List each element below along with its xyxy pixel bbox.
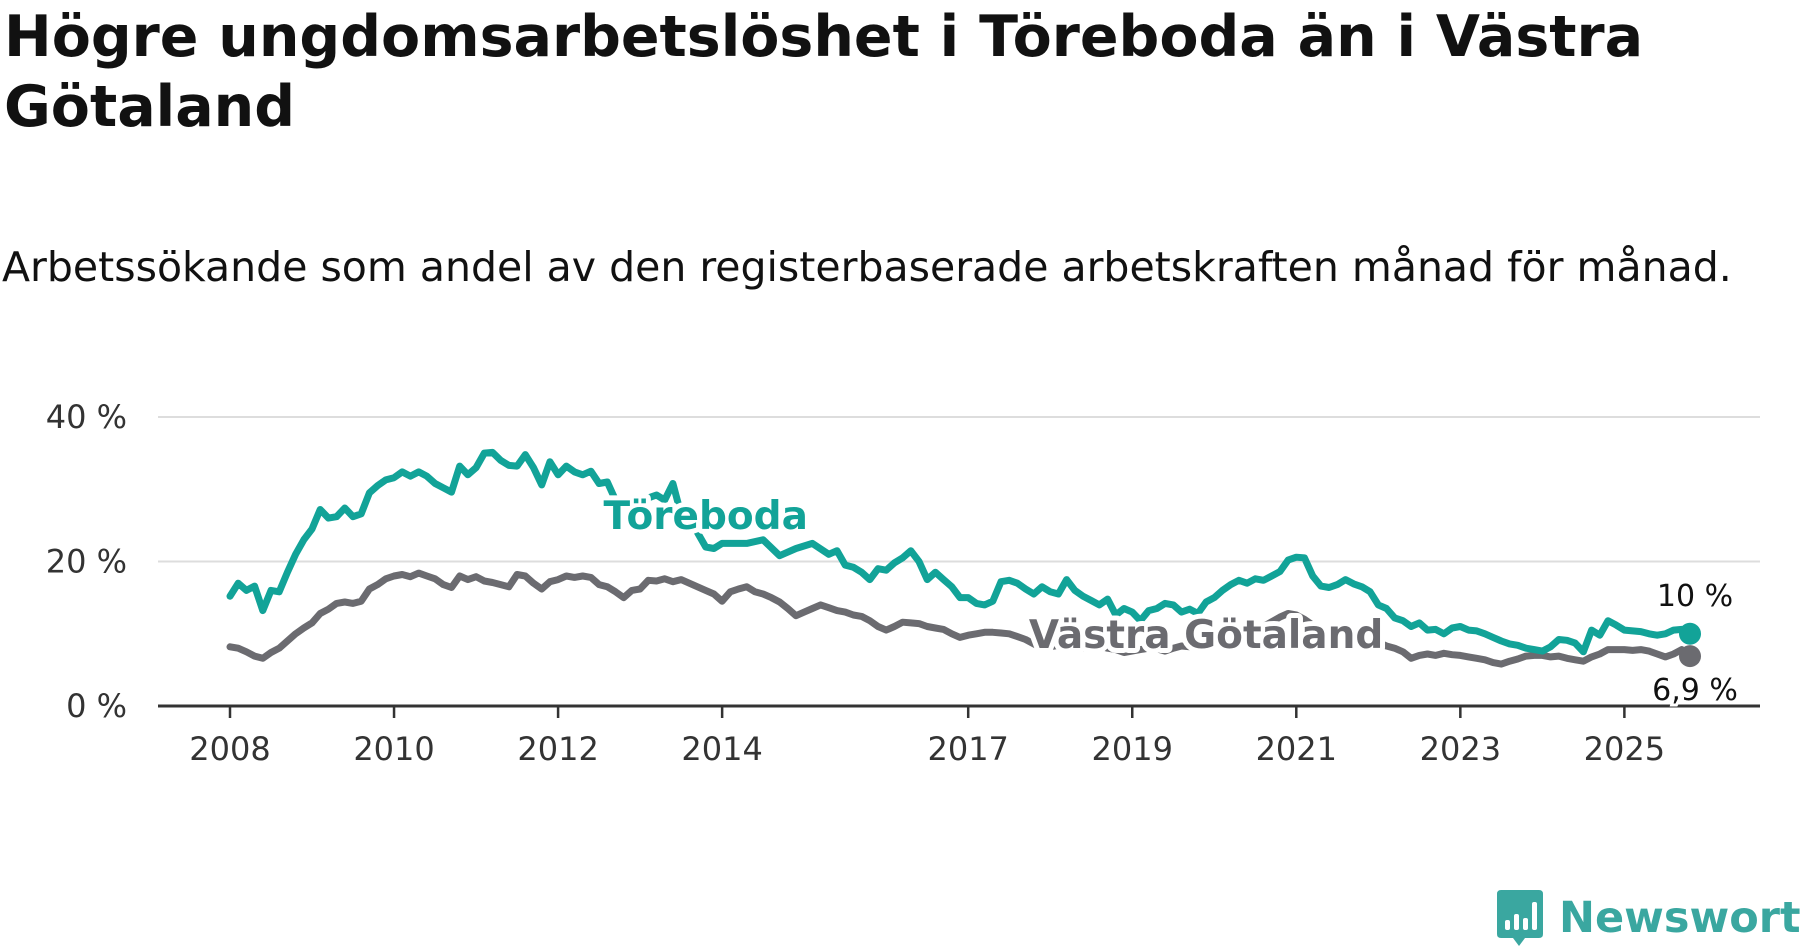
series-labels: Töreboda Västra Götaland 10 % 6,9 % — [599, 489, 1741, 711]
x-tick-label: 2025 — [1584, 730, 1665, 768]
brand-logo: Newsworthy — [1495, 888, 1800, 948]
end-label-toreboda: 10 % — [1657, 579, 1733, 614]
y-tick-label: 0 % — [66, 687, 127, 725]
end-label-vastra-gotaland: 6,9 % — [1652, 673, 1738, 708]
x-tick-label: 2010 — [353, 730, 434, 768]
series-label-toreboda: Töreboda — [604, 494, 808, 539]
end-point-vastra-gotaland — [1679, 645, 1701, 668]
y-axis: 0 % 20 % 40 % — [46, 398, 127, 725]
brand-name: Newsworthy — [1559, 893, 1800, 943]
series-lines — [226, 448, 1701, 668]
series-line-toreboda — [226, 448, 1694, 656]
x-tick-label: 2008 — [189, 730, 270, 768]
end-point-toreboda — [1679, 622, 1701, 645]
y-tick-label: 20 % — [46, 543, 127, 581]
newsworthy-logo-icon — [1497, 890, 1543, 946]
y-tick-label: 40 % — [46, 398, 127, 436]
chart-title: Högre ungdomsarbetslöshet i Töreboda än … — [4, 4, 1644, 140]
x-tick-label: 2019 — [1092, 730, 1173, 768]
series-label-vastra-gotaland: Västra Götaland — [1029, 613, 1384, 658]
gridlines — [158, 416, 1760, 563]
x-tick-label: 2021 — [1256, 730, 1337, 768]
x-tick-label: 2017 — [927, 730, 1008, 768]
x-tick-label: 2012 — [517, 730, 598, 768]
x-tick-label: 2023 — [1420, 730, 1501, 768]
x-tick-label: 2014 — [681, 730, 762, 768]
x-axis: 2008 2010 2012 2014 2017 2019 2021 2023 2025 — [158, 704, 1760, 768]
chart-subtitle: Arbetssökande som andel av den registerb… — [2, 243, 1732, 291]
series-line-vastra-gotaland — [226, 569, 1694, 668]
